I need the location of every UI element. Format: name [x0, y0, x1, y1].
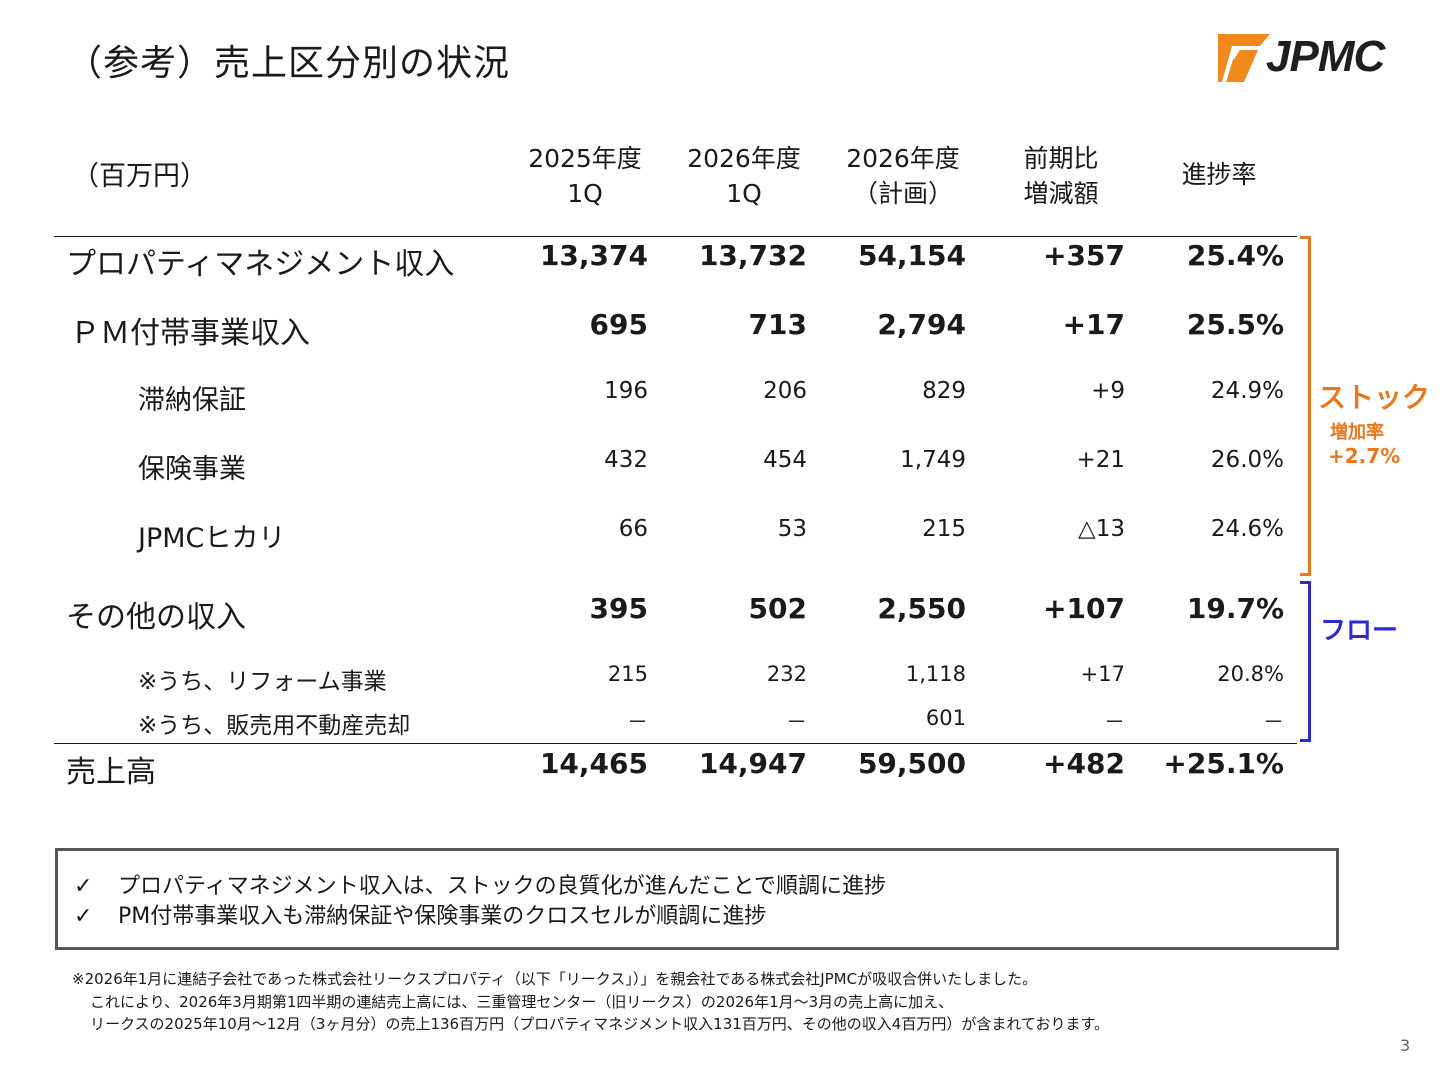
table-row-other-income: その他の収入 395 502 2,550 +107 19.7% [0, 592, 1300, 635]
cell-2026-1q: 502 [748, 592, 807, 625]
cell-progress-rate: － [1263, 710, 1284, 734]
cell-2026-1q: － [786, 710, 807, 734]
row-label: 保険事業 [138, 454, 246, 485]
cell-progress-rate: 24.6% [1210, 516, 1284, 542]
row-label: その他の収入 [66, 600, 246, 635]
cell-2025-1q: 432 [604, 447, 648, 473]
cell-2026-plan: 1,118 [905, 662, 966, 686]
stock-growth-label: 増加率 [1330, 422, 1384, 443]
jpmc-logo: JPMC [1214, 28, 1414, 88]
cell-2026-plan: 54,154 [857, 239, 966, 272]
page-number: 3 [1400, 1036, 1411, 1055]
logo-mark-icon [1218, 34, 1270, 82]
cell-2025-1q: 13,374 [539, 239, 648, 272]
cell-2025-1q: 395 [589, 592, 648, 625]
summary-line: ✓ プロパティマネジメント収入は、ストックの良質化が進んだことで順調に進捗 [74, 874, 887, 899]
cell-2025-1q: 14,465 [539, 747, 648, 780]
cell-2026-plan: 1,749 [900, 447, 966, 473]
cell-2025-1q: 695 [589, 308, 648, 341]
row-label: ＰＭ付帯事業収入 [70, 316, 310, 351]
row-label: JPMCヒカリ [138, 523, 286, 554]
cell-progress-rate: +25.1% [1163, 747, 1284, 780]
table-total-rule [54, 743, 1297, 744]
logo-text: JPMC [1266, 32, 1385, 81]
cell-progress-rate: 20.8% [1217, 662, 1284, 686]
cell-2026-plan: 601 [925, 706, 966, 730]
cell-yoy-change: △13 [1078, 516, 1125, 542]
cell-progress-rate: 25.5% [1186, 308, 1284, 341]
cell-yoy-change: － [1104, 710, 1125, 734]
cell-yoy-change: +17 [1062, 308, 1125, 341]
cell-yoy-change: +482 [1043, 747, 1125, 780]
flow-label: フロー [1320, 616, 1399, 646]
cell-progress-rate: 26.0% [1210, 447, 1284, 473]
column-header-2026-plan: 2026年度 （計画） [846, 144, 960, 208]
table-row-pm-ancillary: ＰＭ付帯事業収入 695 713 2,794 +17 25.5% [0, 308, 1300, 351]
cell-progress-rate: 19.7% [1186, 592, 1284, 625]
flow-bracket [1300, 581, 1311, 742]
row-label: 滞納保証 [138, 385, 246, 416]
cell-yoy-change: +17 [1080, 662, 1125, 686]
cell-2026-1q: 713 [748, 308, 807, 341]
cell-2025-1q: 66 [618, 516, 648, 542]
cell-2026-1q: 53 [777, 516, 807, 542]
cell-2025-1q: － [627, 710, 648, 734]
stock-bracket [1300, 236, 1311, 576]
cell-2026-plan: 829 [922, 378, 966, 404]
column-header-2026-1q: 2026年度 1Q [687, 144, 801, 208]
table-top-rule [54, 236, 1297, 237]
cell-2026-1q: 232 [766, 662, 807, 686]
cell-2026-1q: 454 [763, 447, 807, 473]
stock-growth-rate: +2.7% [1328, 444, 1401, 468]
row-label: プロパティマネジメント収入 [66, 247, 455, 282]
cell-2026-1q: 14,947 [698, 747, 807, 780]
summary-box: ✓ プロパティマネジメント収入は、ストックの良質化が進んだことで順調に進捗 ✓ PM… [55, 848, 1339, 950]
cell-yoy-change: +21 [1076, 447, 1125, 473]
footnote-line: これにより、2026年3月期第1四半期の連結売上高には、三重管理センター（旧リー… [90, 993, 954, 1011]
unit-label: （百万円） [72, 161, 207, 192]
footnote-line: ※2026年1月に連結子会社であった株式会社リークスプロパティ（以下「リークス」… [72, 970, 1038, 988]
column-header-yoy-change: 前期比 増減額 [1023, 144, 1099, 208]
cell-2026-1q: 206 [763, 378, 807, 404]
cell-2026-plan: 215 [922, 516, 966, 542]
cell-2025-1q: 196 [604, 378, 648, 404]
cell-yoy-change: +357 [1043, 239, 1125, 272]
table-row-total-sales: 売上高 14,465 14,947 59,500 +482 +25.1% [0, 747, 1300, 790]
stock-annotation: ストック 増加率 +2.7% [1318, 376, 1430, 468]
cell-2025-1q: 215 [607, 662, 648, 686]
row-label: ※うち、リフォーム事業 [138, 669, 387, 695]
cell-2026-plan: 59,500 [857, 747, 966, 780]
column-header-progress-rate: 進捗率 [1181, 160, 1257, 189]
table-row-jpmc-hikari: JPMCヒカリ 66 53 215 △13 24.6% [0, 516, 1300, 556]
summary-line: ✓ PM付帯事業収入も滞納保証や保険事業のクロスセルが順調に進捗 [74, 904, 767, 929]
table-row-renovation: ※うち、リフォーム事業 215 232 1,118 +17 20.8% [0, 662, 1300, 702]
check-icon: ✓ [74, 904, 93, 929]
row-label: ※うち、販売用不動産売却 [138, 713, 411, 739]
table-row-property-sales: ※うち、販売用不動産売却 － － 601 － － [0, 706, 1300, 746]
cell-yoy-change: +107 [1043, 592, 1125, 625]
stock-label: ストック [1318, 381, 1431, 414]
check-icon: ✓ [74, 874, 93, 899]
cell-yoy-change: +9 [1091, 378, 1125, 404]
cell-2026-plan: 2,794 [877, 308, 966, 341]
table-row-insurance: 保険事業 432 454 1,749 +21 26.0% [0, 447, 1300, 487]
footnote-line: リークスの2025年10月～12月（3ヶ月分）の売上136百万円（プロパティマネ… [90, 1015, 1109, 1033]
cell-progress-rate: 24.9% [1210, 378, 1284, 404]
cell-progress-rate: 25.4% [1186, 239, 1284, 272]
table-row-pm-income: プロパティマネジメント収入 13,374 13,732 54,154 +357 … [0, 239, 1300, 282]
table-row-arrears-guarantee: 滞納保証 196 206 829 +9 24.9% [0, 378, 1300, 418]
row-label: 売上高 [66, 755, 156, 790]
page-title: （参考）売上区分別の状況 [66, 43, 511, 84]
cell-2026-plan: 2,550 [877, 592, 966, 625]
cell-2026-1q: 13,732 [698, 239, 807, 272]
column-header-2025-1q: 2025年度 1Q [528, 144, 642, 208]
